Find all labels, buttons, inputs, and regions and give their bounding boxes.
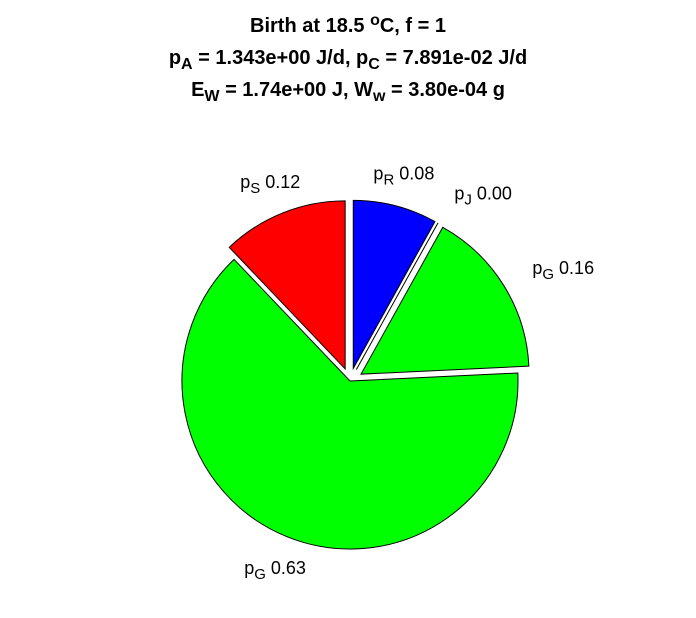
label-value: 0.08 <box>399 163 434 183</box>
title-text: = 1.74e+00 J, W <box>220 79 374 101</box>
label-value: 0.12 <box>265 172 300 192</box>
title-text: = 3.80e-04 g <box>385 79 505 101</box>
label-value: 0.16 <box>559 258 594 278</box>
label-name: p <box>454 183 464 203</box>
label-name: p <box>240 172 250 192</box>
label-sub: J <box>464 191 472 208</box>
title-text: C, f = 1 <box>380 15 446 37</box>
label-sub: R <box>383 171 394 188</box>
label-sub: G <box>254 566 266 583</box>
title-sub: C <box>368 56 380 73</box>
label-value: 0.00 <box>477 183 512 203</box>
title-line: EW = 1.74e+00 J, Ww = 3.80e-04 g <box>191 79 505 105</box>
pie-slice <box>352 199 436 371</box>
slice-label: pS 0.12 <box>240 172 300 197</box>
title-sub: A <box>181 56 193 73</box>
slice-label: pJ 0.00 <box>454 183 512 208</box>
title-sup: o <box>370 12 380 29</box>
chart-title: Birth at 18.5 oC, f = 1 pA = 1.343e+00 J/… <box>169 12 527 105</box>
label-sub: S <box>250 179 260 196</box>
label-value: 0.63 <box>271 558 306 578</box>
slice-label: pG 0.16 <box>532 258 594 283</box>
slice-label: pR 0.08 <box>373 163 434 188</box>
slice-label: pG 0.63 <box>244 558 306 583</box>
title-text: E <box>191 79 204 101</box>
title-text: = 1.343e+00 J/d, p <box>193 47 369 69</box>
title-text: Birth at 18.5 <box>250 15 370 37</box>
title-text: p <box>169 47 181 69</box>
pie-slice <box>228 200 346 371</box>
pie-slice <box>181 258 519 550</box>
title-sub: W <box>204 88 220 105</box>
label-name: p <box>373 163 383 183</box>
label-name: p <box>532 258 542 278</box>
pie-slice <box>360 226 530 375</box>
title-line: Birth at 18.5 oC, f = 1 <box>250 12 446 37</box>
label-name: p <box>244 558 254 578</box>
title-sub: w <box>372 88 386 105</box>
title-text: = 7.891e-02 J/d <box>380 47 527 69</box>
title-line: pA = 1.343e+00 J/d, pC = 7.891e-02 J/d <box>169 47 527 73</box>
label-sub: G <box>542 265 554 282</box>
